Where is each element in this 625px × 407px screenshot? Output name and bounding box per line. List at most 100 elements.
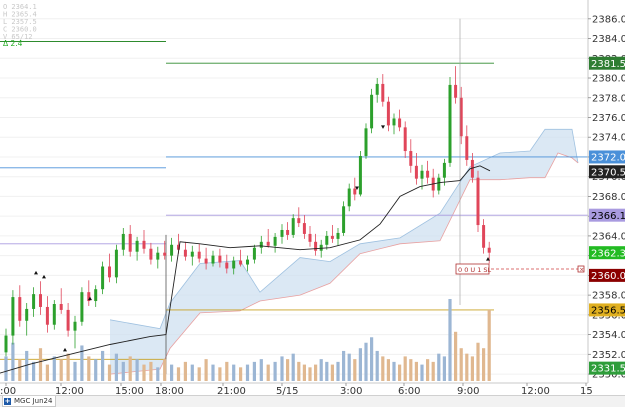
volume-bars — [4, 299, 491, 381]
volume-bar — [308, 367, 312, 381]
volume-bar — [11, 342, 15, 381]
candle-body — [482, 225, 486, 248]
price-tags: 2381.5 2372.0 2370.5 2366.1 2362.3 2360.0 2356… — [589, 56, 625, 375]
sell-arrow-icon — [381, 125, 385, 129]
plus-icon[interactable]: + — [4, 396, 11, 405]
volume-bar — [211, 364, 215, 381]
time-tick-label: 15:00 — [115, 386, 144, 397]
candle-body — [286, 229, 290, 235]
candle-body — [297, 218, 301, 224]
candle-body — [392, 118, 396, 126]
candle-body — [403, 127, 407, 152]
candle-body — [163, 252, 167, 256]
time-tick-label: :00 — [0, 386, 16, 397]
sell-arrow-icon — [355, 186, 359, 191]
candle-body — [386, 101, 390, 126]
candle-body — [375, 83, 379, 95]
volume-bar — [375, 350, 379, 381]
order-label-box[interactable] — [455, 263, 490, 275]
candle-body — [442, 162, 446, 178]
price-tag-label: 2370.5 — [591, 167, 625, 178]
candle-body — [239, 260, 243, 265]
price-tick-label: 2358.0 — [592, 291, 625, 302]
candle-body — [183, 249, 187, 257]
candle-body — [252, 247, 256, 260]
volume-bar — [302, 364, 306, 381]
volume-bar — [73, 361, 77, 381]
time-tick-label: 6:00 — [398, 386, 420, 397]
symbol-label: MGC Jun24 — [14, 397, 53, 405]
time-tick-label: 5/15 — [276, 386, 298, 397]
volume-bar — [38, 348, 43, 381]
price-tick-label: 2376.0 — [592, 113, 625, 124]
candle-body — [409, 151, 413, 166]
order-line[interactable]: 0 0 U 1 SL × — [455, 263, 585, 275]
volume-bar — [273, 361, 277, 381]
price-tag-box — [589, 56, 625, 70]
order-close-icon[interactable] — [577, 265, 585, 273]
candle-body — [308, 233, 312, 242]
time-axis[interactable]: :00 12:00 15:00 18:00 21:00 5/15 3:00 6:00 9:00 1… — [0, 383, 593, 397]
price-tick-label: 2354.0 — [592, 330, 625, 341]
time-tick-label: 21:00 — [217, 386, 246, 397]
candle-body — [66, 309, 70, 331]
volume-bar — [45, 364, 49, 381]
volume-bar — [398, 364, 402, 381]
grid-lines — [0, 18, 588, 375]
volume-bar — [286, 359, 290, 381]
time-tick-label: 12:00 — [521, 386, 550, 397]
volume-bar — [183, 361, 187, 381]
volume-bar — [409, 359, 413, 381]
volume-bar — [66, 353, 70, 381]
volume-bar — [107, 364, 112, 381]
volume-bar — [291, 353, 295, 381]
volume-bar — [59, 359, 63, 381]
volume-bar — [297, 361, 301, 381]
symbol-tab[interactable]: + MGC Jun24 — [2, 396, 57, 407]
ohlc-line: C 2360.0 — [3, 26, 37, 34]
ichimoku-cloud — [109, 128, 579, 375]
candle-body — [414, 165, 418, 179]
volume-bar — [353, 359, 357, 381]
volume-bar — [142, 364, 146, 381]
volume-bar — [342, 350, 346, 381]
volume-bar — [330, 364, 334, 381]
candle-body — [291, 218, 295, 235]
volume-bar — [386, 359, 390, 381]
buy-arrow-icon — [34, 270, 38, 275]
volume-bar — [197, 367, 201, 381]
price-tag-label: 2356.5 — [591, 306, 625, 317]
cloud-area — [110, 129, 578, 375]
candle-body — [142, 240, 146, 249]
candle-body — [426, 170, 430, 178]
volume-bar — [218, 367, 222, 381]
price-tag-box — [589, 150, 625, 164]
candle-body — [266, 241, 270, 246]
candle-body — [25, 308, 29, 321]
volume-bar — [487, 309, 491, 381]
candle-body — [459, 97, 463, 137]
price-tag-label: 2366.1 — [591, 211, 625, 222]
candle-body — [381, 83, 385, 102]
volume-bar — [163, 359, 167, 381]
volume-bar — [245, 364, 250, 381]
candle-body — [225, 262, 229, 269]
ohlc-line: V 65/12 — [3, 33, 33, 41]
volume-bar — [442, 356, 446, 381]
volume-bar — [190, 364, 194, 381]
candle-body — [39, 294, 42, 307]
price-tag-label: 2381.5 — [591, 59, 625, 70]
volume-bar — [101, 350, 105, 381]
candle-body — [190, 251, 194, 257]
candle-body — [358, 155, 362, 195]
moving-average-line — [0, 165, 491, 374]
candle-body — [101, 266, 105, 290]
candle-body — [156, 252, 160, 260]
candle-body — [398, 118, 402, 128]
price-tick-label: 2378.0 — [592, 93, 625, 104]
volume-bar — [370, 337, 374, 381]
candle-body — [448, 84, 452, 163]
candle-body — [347, 188, 351, 207]
candle-body — [59, 304, 63, 310]
